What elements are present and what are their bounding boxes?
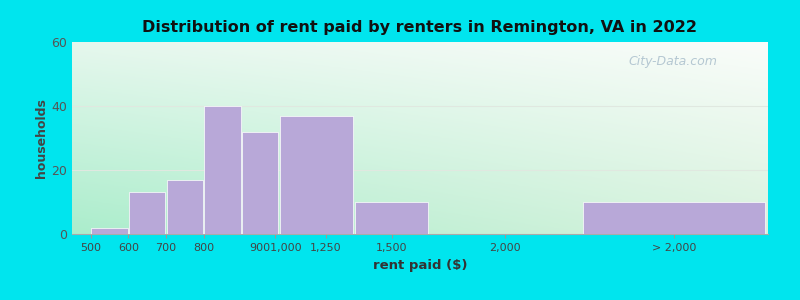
Y-axis label: households: households <box>35 98 49 178</box>
Bar <box>242 132 278 234</box>
Text: City-Data.com: City-Data.com <box>629 56 718 68</box>
Bar <box>129 192 166 234</box>
Title: Distribution of rent paid by renters in Remington, VA in 2022: Distribution of rent paid by renters in … <box>142 20 698 35</box>
Bar <box>355 202 428 234</box>
Bar <box>166 180 203 234</box>
Bar <box>280 116 353 234</box>
Bar <box>582 202 765 234</box>
X-axis label: rent paid ($): rent paid ($) <box>373 259 467 272</box>
Bar <box>204 106 241 234</box>
Bar <box>91 228 128 234</box>
